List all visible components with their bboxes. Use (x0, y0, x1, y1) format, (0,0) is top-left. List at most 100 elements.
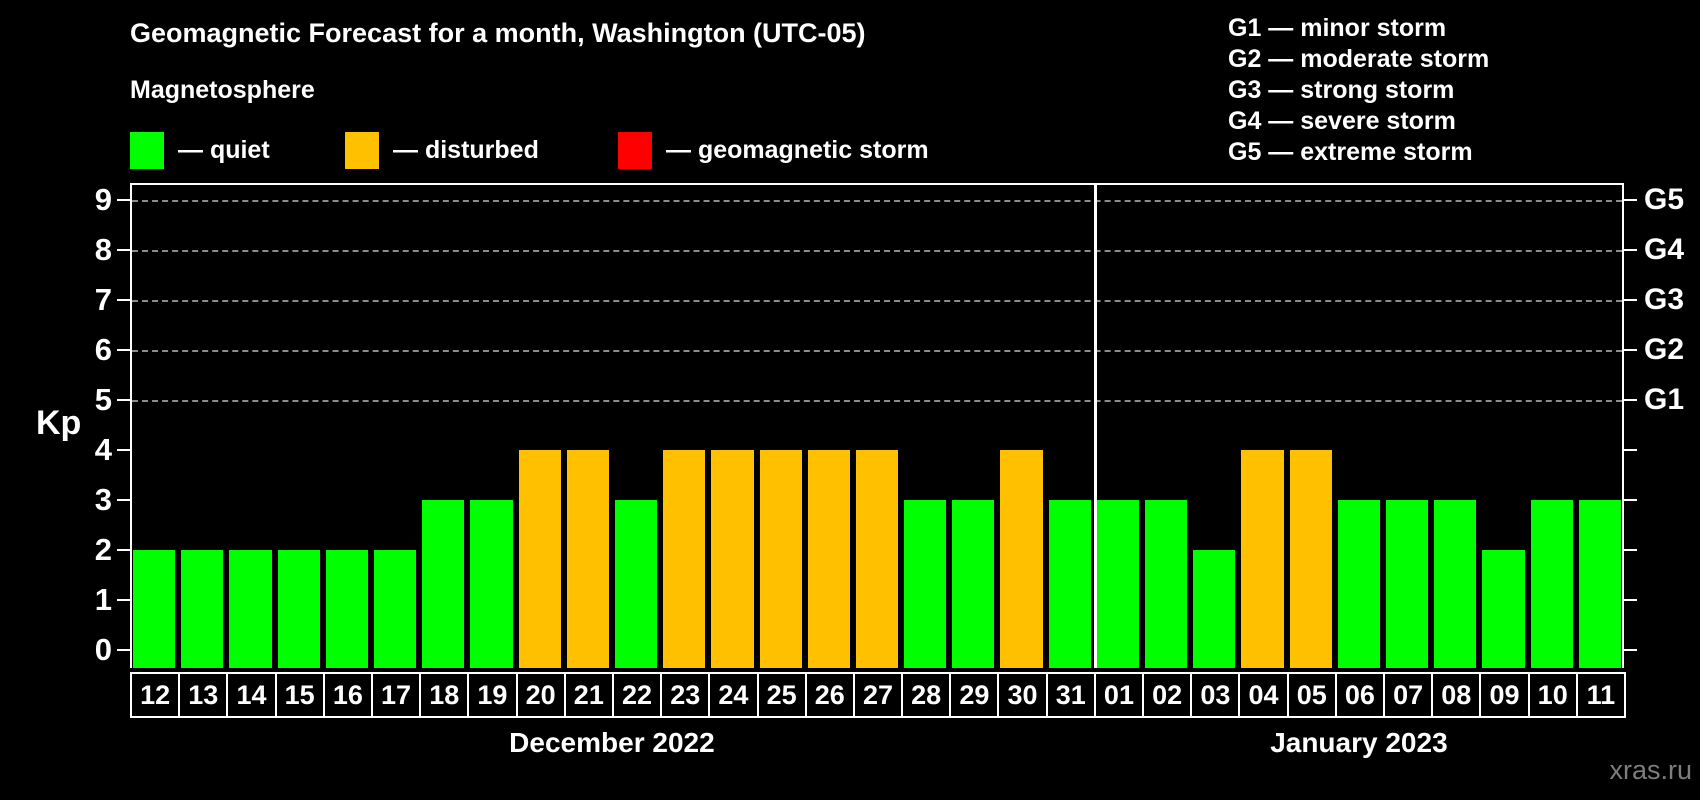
bar-december-16 (325, 550, 368, 668)
day-label-december-16: 16 (322, 672, 373, 718)
y-tick-label-3: 3 (94, 482, 112, 517)
legend-item-quiet: — quiet (130, 130, 270, 170)
bar-december-25 (759, 450, 802, 668)
day-label-december-19: 19 (467, 672, 518, 718)
day-label-december-12: 12 (130, 672, 181, 718)
y-tick-label-4: 4 (94, 432, 112, 467)
chart-title: Geomagnetic Forecast for a month, Washin… (130, 18, 866, 48)
y-tick-right-7 (1624, 299, 1637, 301)
gridline-kp7 (132, 300, 1622, 302)
y-tick-left-7 (117, 299, 130, 301)
gridline-kp9 (132, 200, 1622, 202)
y-tick-label-1: 1 (94, 582, 112, 617)
y-tick-label-8: 8 (94, 232, 112, 267)
day-label-december-14: 14 (226, 672, 277, 718)
watermark: xras.ru (1609, 755, 1692, 785)
day-label-december-15: 15 (274, 672, 325, 718)
bar-december-18 (422, 500, 465, 668)
y-tick-label-2: 2 (94, 532, 112, 567)
gridline-kp6 (132, 350, 1622, 352)
legend-label-geomagnetic-storm: — geomagnetic storm (666, 135, 929, 164)
day-label-january-09: 09 (1479, 672, 1530, 718)
day-label-december-23: 23 (660, 672, 711, 718)
y-tick-left-1 (117, 599, 130, 601)
legend-item-geomagnetic-storm: — geomagnetic storm (618, 130, 929, 170)
bar-december-14 (229, 550, 272, 668)
legend-label-disturbed: — disturbed (393, 135, 539, 164)
legend-swatch-quiet (130, 131, 164, 169)
bar-december-26 (807, 450, 850, 668)
bar-december-12 (133, 550, 176, 668)
day-label-december-31: 31 (1045, 672, 1096, 718)
bar-december-13 (181, 550, 224, 668)
day-label-january-08: 08 (1431, 672, 1482, 718)
right-axis-label-g5: G5 (1644, 183, 1685, 216)
day-label-january-07: 07 (1383, 672, 1434, 718)
day-label-december-30: 30 (997, 672, 1048, 718)
y-tick-right-0 (1624, 649, 1637, 651)
y-tick-right-3 (1624, 499, 1637, 501)
bar-january-10 (1530, 500, 1573, 668)
right-axis-label-g1: G1 (1644, 383, 1685, 416)
day-label-january-02: 02 (1142, 672, 1193, 718)
bar-january-03 (1193, 550, 1236, 668)
day-label-december-27: 27 (852, 672, 904, 718)
g-legend-line-3: G3 — strong storm (1228, 76, 1455, 104)
bar-december-19 (470, 500, 513, 668)
y-tick-label-6: 6 (94, 332, 112, 367)
y-tick-label-5: 5 (94, 382, 112, 417)
bar-january-05 (1289, 450, 1332, 668)
bar-december-28 (904, 500, 947, 668)
day-label-december-25: 25 (756, 672, 807, 718)
day-label-january-11: 11 (1575, 672, 1626, 718)
y-tick-label-7: 7 (94, 282, 112, 317)
legend-swatch-geomagnetic-storm (618, 131, 652, 169)
day-label-december-28: 28 (901, 672, 952, 718)
legend-swatch-disturbed (345, 131, 379, 169)
bar-december-31 (1048, 500, 1091, 668)
g-legend-line-4: G4 — severe storm (1228, 107, 1456, 135)
storm-scale-legend: G1 — minor storm G2 — moderate storm G3 — … (1228, 13, 1489, 168)
right-axis-label-g4: G4 (1644, 233, 1685, 266)
month-label-december: December 2022 (509, 727, 715, 758)
day-label-december-22: 22 (611, 672, 663, 718)
bar-december-21 (566, 450, 609, 668)
bar-january-07 (1386, 500, 1429, 668)
y-tick-left-0 (117, 649, 130, 651)
y-tick-right-1 (1624, 599, 1637, 601)
bar-december-23 (663, 450, 706, 668)
bar-december-30 (1000, 450, 1043, 668)
y-tick-label-9: 9 (94, 182, 112, 217)
legend-item-disturbed: — disturbed (345, 130, 539, 170)
y-tick-left-3 (117, 499, 130, 501)
day-label-january-10: 10 (1527, 672, 1578, 718)
g-legend-line-5: G5 — extreme storm (1228, 138, 1473, 166)
bar-december-20 (518, 450, 561, 668)
y-tick-left-5 (117, 399, 130, 401)
y-tick-right-9 (1624, 199, 1637, 201)
y-tick-left-9 (117, 199, 130, 201)
g-legend-line-1: G1 — minor storm (1228, 14, 1447, 42)
month-divider (1093, 183, 1097, 668)
y-tick-left-2 (117, 549, 130, 551)
day-label-january-06: 06 (1334, 672, 1386, 718)
y-tick-right-2 (1624, 549, 1637, 551)
y-tick-left-6 (117, 349, 130, 351)
bar-january-04 (1241, 450, 1284, 668)
bar-january-02 (1145, 500, 1188, 668)
plot-area (130, 183, 1624, 668)
kp-axis-label: Kp (36, 404, 82, 442)
y-tick-label-0: 0 (94, 632, 112, 667)
month-label-january: January 2023 (1270, 727, 1448, 758)
legend-label-quiet: — quiet (178, 135, 270, 164)
right-axis-label-g2: G2 (1644, 333, 1685, 366)
bar-december-27 (855, 450, 899, 668)
y-tick-right-6 (1624, 349, 1637, 351)
day-label-december-13: 13 (178, 672, 229, 718)
day-label-december-21: 21 (563, 672, 614, 718)
day-label-december-24: 24 (708, 672, 759, 718)
day-label-december-26: 26 (804, 672, 855, 718)
bar-january-01 (1096, 500, 1140, 668)
bar-december-24 (711, 450, 754, 668)
day-label-december-18: 18 (419, 672, 470, 718)
